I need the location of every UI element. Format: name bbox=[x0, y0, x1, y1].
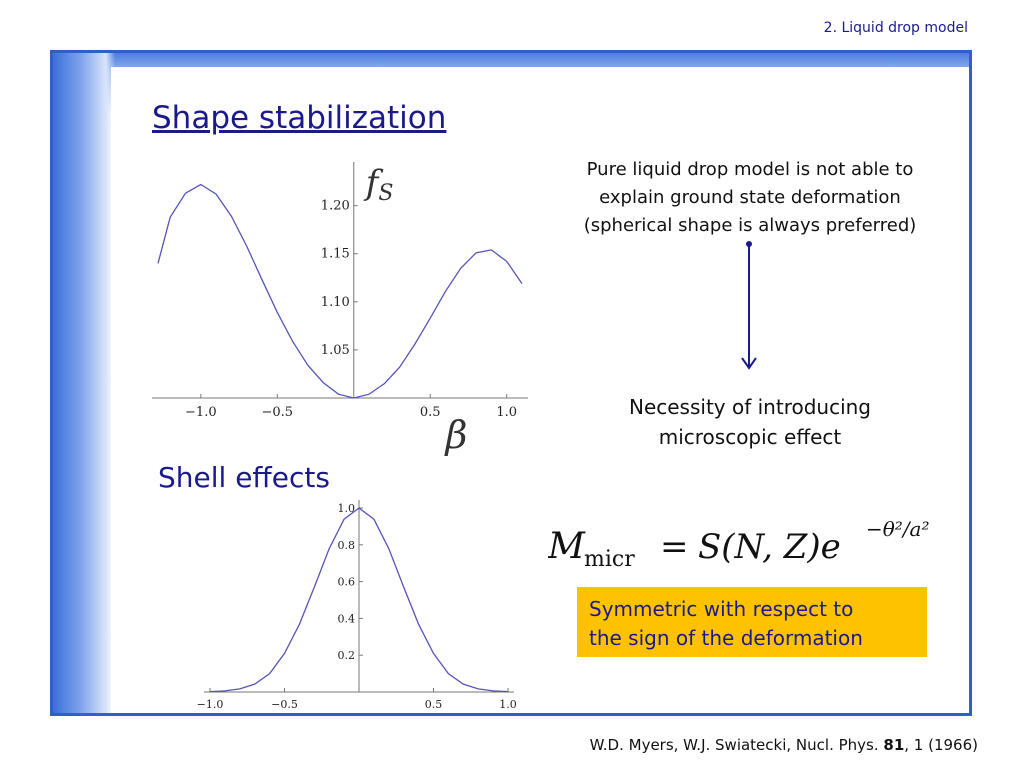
shell-effect-plot: −1.0 −0.5 0.5 1.0 0.2 0.4 0.6 0.8 1.0 bbox=[197, 500, 517, 711]
citation-authors: W.D. Myers, W.J. Swiatecki, Nucl. Phys. bbox=[589, 736, 884, 754]
section-header: 2. Liquid drop model bbox=[823, 20, 968, 36]
y-tick-label: 1.10 bbox=[321, 295, 350, 310]
slide-title: Shape stabilization bbox=[152, 100, 447, 136]
liquid-drop-note: Pure liquid drop model is not able to ex… bbox=[552, 156, 948, 240]
x-tick-label: −1.0 bbox=[185, 405, 217, 420]
citation-volume: 81 bbox=[883, 736, 905, 754]
down-arrow-icon bbox=[741, 241, 757, 370]
y-tick-label: 1.20 bbox=[321, 199, 350, 214]
x-tick-label: 0.5 bbox=[420, 405, 441, 420]
highlight-line: the sign of the deformation bbox=[589, 626, 863, 650]
data-line bbox=[209, 507, 509, 693]
symmetry-highlight-box: Symmetric with respect to the sign of th… bbox=[577, 587, 927, 657]
formula-rhs: S(N, Z)e bbox=[698, 527, 841, 567]
frame-side-gradient bbox=[53, 53, 115, 713]
x-tick-label: 1.0 bbox=[499, 698, 517, 711]
y-tick-label: 0.8 bbox=[338, 539, 356, 552]
microscopic-effect-note: Necessity of introducing microscopic eff… bbox=[590, 392, 910, 452]
note-line: Pure liquid drop model is not able to bbox=[586, 159, 914, 180]
formula-lhs-sub: micr bbox=[584, 547, 635, 572]
formula-exponent: −θ²/a² bbox=[866, 517, 930, 541]
y-tick-label: 0.2 bbox=[338, 649, 356, 662]
section-subheading: Shell effects bbox=[158, 461, 330, 494]
surface-energy-plot: −1.0 −0.5 0.5 1.0 1.05 1.10 1.15 1.20 fS β bbox=[152, 162, 528, 457]
y-tick-label: 1.15 bbox=[321, 247, 350, 262]
reference-citation: W.D. Myers, W.J. Swiatecki, Nucl. Phys. … bbox=[590, 736, 978, 754]
y-tick-label: 1.05 bbox=[321, 343, 350, 358]
x-tick-label: −0.5 bbox=[271, 698, 298, 711]
y-tick-label: 0.4 bbox=[338, 612, 356, 625]
citation-pages: , 1 (1966) bbox=[904, 736, 978, 754]
x-tick-label: 1.0 bbox=[496, 405, 517, 420]
y-tick-label: 1.0 bbox=[338, 502, 356, 515]
x-tick-label: 0.5 bbox=[425, 698, 443, 711]
y-axis-label: fS bbox=[363, 163, 394, 206]
x-axis-label: β bbox=[444, 413, 468, 457]
note-line: microscopic effect bbox=[658, 425, 842, 449]
data-line bbox=[157, 183, 523, 399]
y-tick-label: 0.6 bbox=[338, 576, 356, 589]
x-tick-label: −0.5 bbox=[262, 405, 294, 420]
formula-lhs: M bbox=[548, 526, 586, 567]
highlight-line: Symmetric with respect to bbox=[589, 597, 854, 621]
formula-equals: = bbox=[660, 527, 689, 567]
note-line: explain ground state deformation bbox=[599, 187, 901, 208]
x-tick-label: −1.0 bbox=[197, 698, 224, 711]
micro-energy-formula: M micr = S(N, Z)e −θ²/a² bbox=[548, 517, 930, 572]
note-line: (spherical shape is always preferred) bbox=[583, 215, 917, 236]
note-line: Necessity of introducing bbox=[628, 395, 872, 419]
